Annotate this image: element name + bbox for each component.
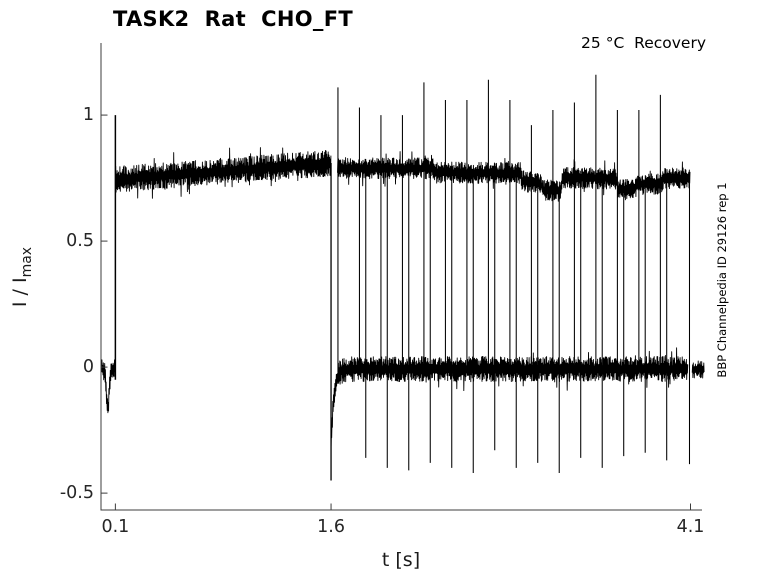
axes bbox=[100, 43, 702, 511]
x-axis-label: t [s] bbox=[381, 549, 421, 571]
x-tick-label: 1.6 bbox=[317, 517, 345, 537]
x-tick-label: 4.1 bbox=[676, 517, 705, 537]
attribution-label: BBP Channelpedia ID 29126 rep 1 bbox=[715, 182, 729, 378]
trace-noise-bands bbox=[101, 147, 705, 450]
y-tick-label: 1 bbox=[82, 105, 94, 126]
x-tick-label: 0.1 bbox=[101, 517, 130, 537]
y-tick-label: -0.5 bbox=[59, 483, 94, 504]
y-tick-label: 0 bbox=[82, 357, 94, 378]
y-tick-label: 0.5 bbox=[66, 231, 94, 252]
y-axis-label-main: I / I bbox=[9, 277, 32, 308]
y-axis-label-subscript: max bbox=[18, 246, 35, 278]
condition-annotation: 25 °C Recovery bbox=[581, 34, 706, 52]
plot-title: TASK2 Rat CHO_FT bbox=[113, 7, 353, 31]
trace-spikes bbox=[114, 74, 691, 481]
y-axis-label: I / Imax bbox=[9, 247, 35, 307]
